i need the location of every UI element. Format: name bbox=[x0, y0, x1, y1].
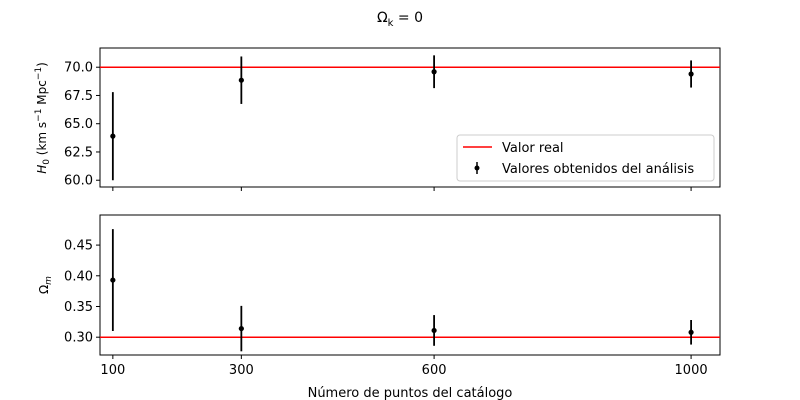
om-y-tick-label: 0.40 bbox=[64, 269, 93, 284]
om-y-tick-label: 0.30 bbox=[64, 331, 93, 346]
x-tick-label: 600 bbox=[422, 363, 447, 378]
legend-frame bbox=[456, 134, 715, 182]
x-tick-label: 100 bbox=[100, 363, 125, 378]
h0-y-tick-label: 62.5 bbox=[64, 145, 93, 160]
h0-x-ticks bbox=[112, 187, 692, 191]
h0-y-tick-label: 65.0 bbox=[64, 117, 93, 132]
om-axes-frame bbox=[99, 214, 721, 356]
figure-title: Ωk = 0 bbox=[377, 10, 423, 29]
h0-y-label: H0 (km s−1 Mpc−1) bbox=[34, 62, 52, 174]
h0-data-point bbox=[238, 77, 244, 83]
x-axis-label: Número de puntos del catálogo bbox=[308, 386, 513, 400]
legend-points-label: Valores obtenidos del análisis bbox=[502, 162, 694, 177]
om-y-tick-label: 0.35 bbox=[64, 300, 93, 315]
om-y-tick-label: 0.45 bbox=[64, 239, 93, 254]
om-data-point bbox=[431, 327, 437, 334]
om-panel: 0.30 0.35 0.40 0.45 100 300 600 1000 Ωm bbox=[37, 214, 721, 378]
h0-panel: 60.0 62.5 65.0 67.5 70.0 H0 (km s−1 Mpc−1) V… bbox=[34, 47, 721, 191]
h0-y-ticks: 60.0 62.5 65.0 67.5 70.0 bbox=[64, 61, 100, 189]
om-y-ticks: 0.30 0.35 0.40 0.45 bbox=[64, 239, 100, 346]
om-data-points bbox=[110, 229, 694, 352]
om-x-ticks: 100 300 600 1000 bbox=[100, 355, 708, 378]
h0-data-point bbox=[431, 69, 437, 75]
h0-data-point bbox=[110, 133, 116, 139]
om-data-point bbox=[238, 325, 244, 332]
om-y-label: Ωm bbox=[37, 276, 54, 294]
h0-y-tick-label: 67.5 bbox=[64, 89, 93, 104]
legend-points-marker bbox=[474, 165, 480, 171]
h0-data-point bbox=[688, 71, 694, 77]
om-data-point bbox=[688, 329, 694, 335]
h0-y-tick-label: 70.0 bbox=[64, 61, 93, 76]
h0-y-tick-label: 60.0 bbox=[64, 174, 93, 189]
h0-axes-frame bbox=[99, 47, 721, 188]
legend-true-line-label: Valor real bbox=[502, 141, 564, 156]
h0-data-points bbox=[110, 55, 694, 181]
legend: Valor real Valores obtenidos del análisi… bbox=[456, 134, 715, 182]
x-tick-label: 1000 bbox=[675, 363, 708, 378]
om-data-point bbox=[110, 277, 116, 283]
x-tick-label: 300 bbox=[229, 363, 254, 378]
